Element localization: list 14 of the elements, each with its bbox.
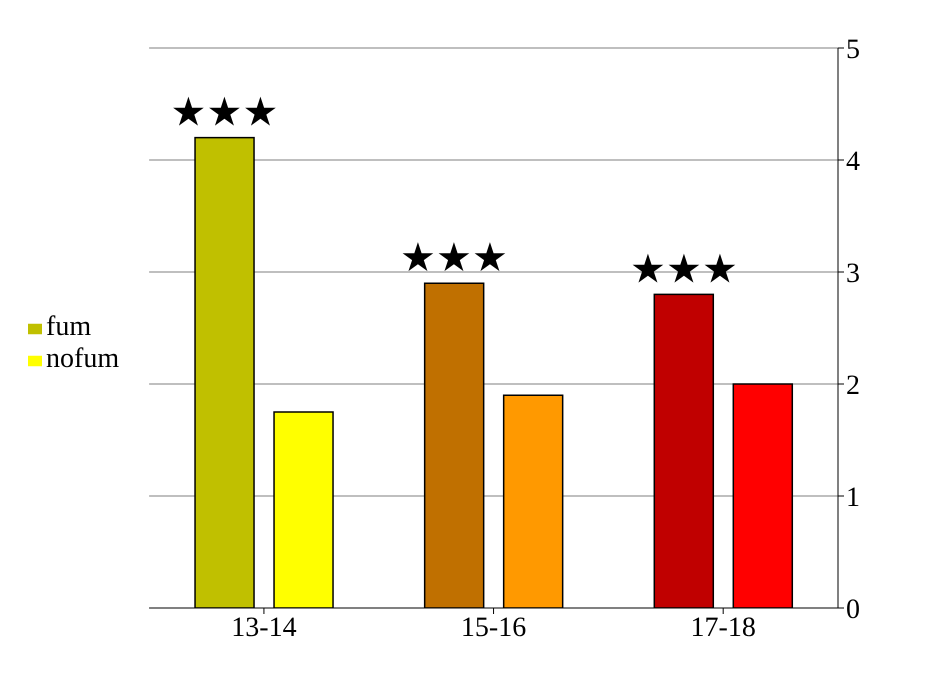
x-tick-label: 17-18 [690, 612, 756, 643]
x-tick-label: 15-16 [460, 612, 526, 643]
annotation: ★★★ [400, 235, 508, 280]
annotation: ★★★ [170, 90, 279, 135]
y-tick-label: 2 [846, 370, 860, 401]
y-tick-label: 1 [846, 482, 860, 513]
legend-label: fum [46, 311, 92, 342]
y-tick-label: 5 [846, 34, 860, 65]
legend-label: nofum [46, 343, 120, 374]
x-tick-label: 13-14 [231, 612, 297, 643]
y-tick-label: 3 [846, 258, 860, 289]
y-tick-label: 0 [846, 594, 860, 625]
y-tick-label: 4 [846, 146, 860, 177]
annotation: ★★★ [630, 246, 738, 292]
